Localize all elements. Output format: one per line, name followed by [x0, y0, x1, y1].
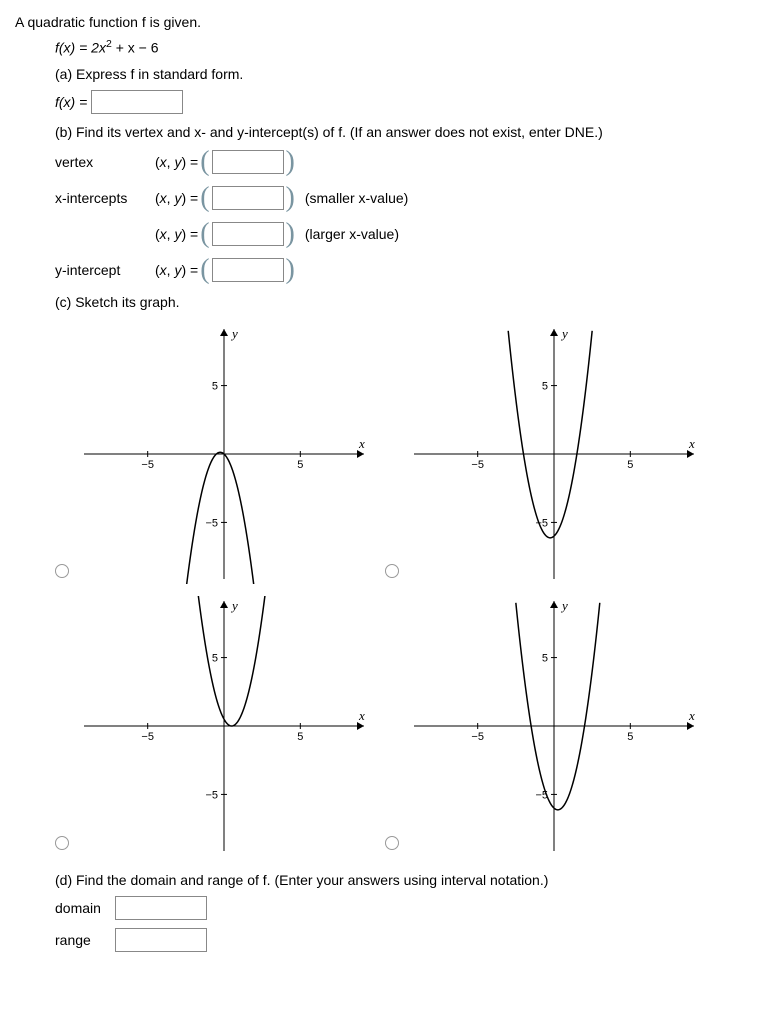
graph-2: −55−55xy	[409, 324, 699, 584]
svg-text:y: y	[230, 598, 238, 613]
svg-text:5: 5	[297, 459, 303, 471]
paren-close-icon: )	[284, 184, 297, 212]
part-a-prompt: (a) Express f in standard form.	[55, 66, 762, 82]
svg-text:y: y	[230, 326, 238, 341]
svg-text:x: x	[358, 708, 365, 723]
paren-open-icon: (	[198, 184, 211, 212]
graph-4: −55−55xy	[409, 596, 699, 856]
xy-label: (x, y) =	[155, 226, 198, 242]
svg-text:y: y	[560, 326, 568, 341]
yint-label: y-intercept	[55, 262, 155, 278]
svg-text:x: x	[358, 436, 365, 451]
graph-1: −5 5 −5 5 x y	[79, 324, 369, 584]
vertex-input[interactable]	[212, 150, 284, 174]
svg-text:−5: −5	[141, 459, 154, 471]
part-a-lhs: f(x) =	[55, 94, 87, 110]
xy-label: (x, y) =	[155, 190, 198, 206]
domain-label: domain	[55, 900, 115, 916]
range-input[interactable]	[115, 928, 207, 952]
part-c-prompt: (c) Sketch its graph.	[55, 294, 762, 310]
svg-text:−5: −5	[471, 459, 484, 471]
intro-text: A quadratic function f is given.	[15, 14, 762, 30]
paren-open-icon: (	[198, 256, 211, 284]
paren-close-icon: )	[284, 256, 297, 284]
vertex-label: vertex	[55, 154, 155, 170]
svg-text:5: 5	[212, 380, 218, 392]
svg-text:−5: −5	[205, 789, 218, 801]
graph4-radio[interactable]	[385, 836, 399, 850]
paren-open-icon: (	[198, 148, 211, 176]
yint-input[interactable]	[212, 258, 284, 282]
svg-text:5: 5	[297, 731, 303, 743]
graph-3: −5 5 −5 5 x y	[79, 596, 369, 856]
paren-close-icon: )	[284, 148, 297, 176]
paren-close-icon: )	[284, 220, 297, 248]
graph2-radio[interactable]	[385, 564, 399, 578]
svg-text:y: y	[560, 598, 568, 613]
svg-text:−5: −5	[471, 731, 484, 743]
part-b-prompt: (b) Find its vertex and x- and y-interce…	[55, 124, 762, 140]
svg-text:x: x	[688, 436, 695, 451]
graph1-radio[interactable]	[55, 564, 69, 578]
xint-label: x-intercepts	[55, 190, 155, 206]
xy-label: (x, y) =	[155, 154, 198, 170]
larger-hint: (larger x-value)	[305, 226, 399, 242]
svg-text:−5: −5	[205, 517, 218, 529]
part-d-prompt: (d) Find the domain and range of f. (Ent…	[55, 872, 762, 888]
svg-text:5: 5	[542, 380, 548, 392]
svg-text:5: 5	[627, 731, 633, 743]
svg-text:x: x	[688, 708, 695, 723]
graph3-radio[interactable]	[55, 836, 69, 850]
xint-larger-input[interactable]	[212, 222, 284, 246]
domain-input[interactable]	[115, 896, 207, 920]
paren-open-icon: (	[198, 220, 211, 248]
svg-text:5: 5	[627, 459, 633, 471]
xint-smaller-input[interactable]	[212, 186, 284, 210]
range-label: range	[55, 932, 115, 948]
part-a-input[interactable]	[91, 90, 183, 114]
smaller-hint: (smaller x-value)	[305, 190, 408, 206]
function-def: f(x) = 2x2 + x − 6	[55, 38, 762, 56]
svg-text:5: 5	[212, 652, 218, 664]
xy-label: (x, y) =	[155, 262, 198, 278]
svg-text:−5: −5	[141, 731, 154, 743]
svg-text:5: 5	[542, 652, 548, 664]
